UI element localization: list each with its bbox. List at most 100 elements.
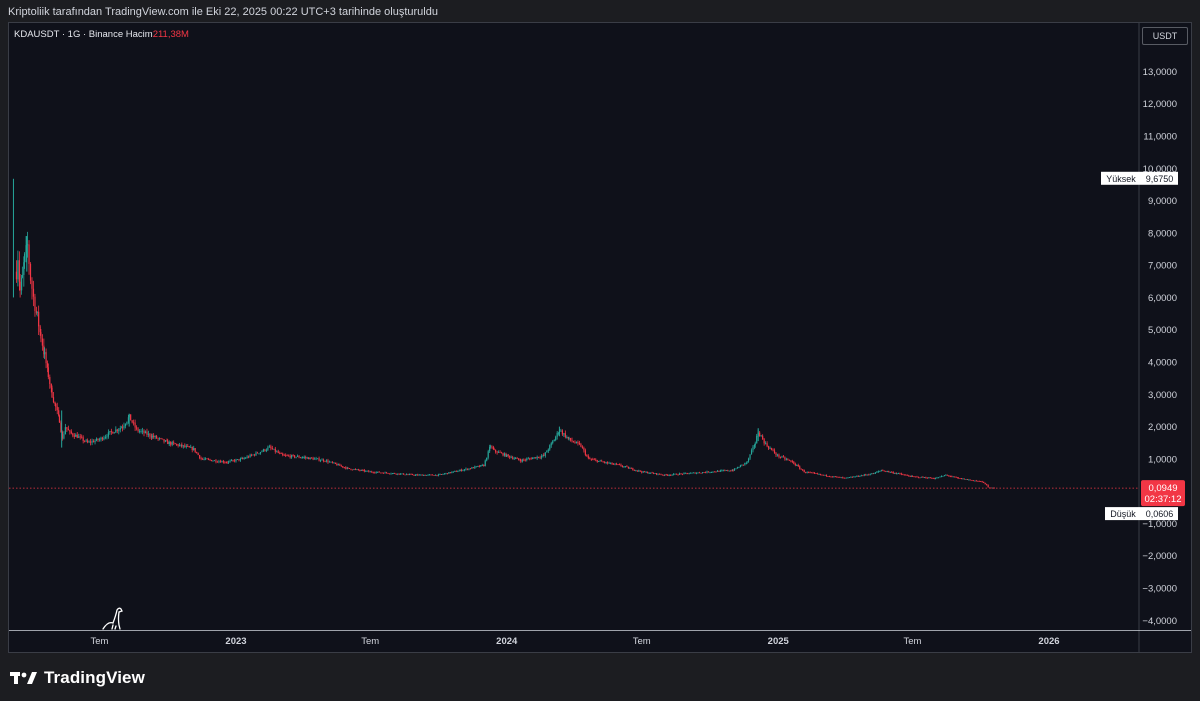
- candle-body: [123, 426, 125, 428]
- candle-body: [475, 466, 477, 468]
- candle-body: [917, 476, 920, 478]
- candle-body: [411, 474, 414, 475]
- candle-body: [112, 431, 114, 434]
- candle-body: [589, 458, 591, 459]
- candle-body: [351, 469, 354, 471]
- candle-body: [592, 459, 594, 461]
- symbol-info[interactable]: KDAUSDT · 1G · Binance: [14, 29, 124, 40]
- candle-body: [206, 458, 208, 460]
- candle-body: [788, 459, 790, 461]
- candle-body: [43, 345, 45, 355]
- candle-body: [568, 438, 570, 439]
- candle-body: [381, 472, 383, 474]
- candle-body: [596, 460, 598, 462]
- candle-body: [844, 477, 846, 479]
- candle-body: [383, 472, 385, 474]
- candle-body: [971, 479, 973, 481]
- candle-body: [336, 463, 338, 466]
- candle-body: [302, 457, 304, 459]
- y-tick-label: 7,0000: [1148, 261, 1177, 272]
- candle-body: [343, 467, 345, 469]
- y-tick-label: −1,0000: [1142, 519, 1177, 530]
- candle-body: [614, 463, 616, 465]
- candle-body: [945, 474, 947, 476]
- candle-body: [417, 474, 419, 476]
- candle-body: [279, 452, 281, 454]
- candle-body: [209, 459, 211, 461]
- candle-body: [905, 474, 907, 476]
- candle-body: [793, 461, 795, 464]
- candle-body: [392, 473, 394, 474]
- candle-countdown-text: 02:37:12: [1145, 494, 1182, 505]
- candle-body: [270, 446, 272, 449]
- candle-body: [277, 451, 279, 453]
- candle-body: [797, 464, 799, 467]
- candle-body: [527, 458, 529, 460]
- candle-body: [106, 436, 108, 438]
- candle-body: [433, 475, 435, 476]
- candle-body: [280, 453, 282, 454]
- currency-button[interactable]: USDT: [1142, 27, 1188, 45]
- candle-body: [115, 429, 117, 433]
- candle-body: [499, 451, 501, 453]
- candle-body: [736, 467, 739, 469]
- symbol-legend[interactable]: KDAUSDT · 1G · Binance Hacim211,38M: [14, 29, 189, 40]
- candle-body: [330, 461, 332, 463]
- candle-body: [101, 437, 104, 440]
- candle-body: [962, 478, 964, 480]
- candle-body: [836, 476, 838, 478]
- candle-body: [974, 480, 976, 482]
- high-label-box: [1101, 171, 1141, 185]
- candle-body: [802, 469, 804, 471]
- candle-body: [212, 460, 214, 462]
- candle-body: [271, 448, 273, 450]
- candle-body: [291, 455, 293, 458]
- candle-body: [299, 457, 302, 459]
- candle-body: [532, 457, 534, 460]
- candle-body: [190, 447, 192, 448]
- candle-body: [632, 468, 634, 470]
- candle-body: [127, 417, 130, 422]
- candle-body: [51, 387, 53, 398]
- candle-body: [404, 474, 406, 476]
- candle-body: [830, 476, 832, 478]
- candle-body: [939, 476, 941, 478]
- candle-body: [900, 473, 902, 475]
- candle-body: [889, 471, 891, 473]
- candle-body: [602, 461, 604, 463]
- candle-body: [693, 472, 695, 474]
- candle-body: [150, 436, 153, 438]
- x-tick-label: 2024: [496, 636, 518, 647]
- candle-body: [524, 459, 526, 461]
- candle-body: [665, 474, 667, 476]
- candle-body: [502, 453, 504, 456]
- candle-body: [184, 445, 186, 447]
- candle-body: [710, 472, 713, 473]
- candle-body: [553, 440, 555, 442]
- candle-body: [936, 477, 938, 479]
- candle-body: [56, 406, 58, 411]
- y-tick-label: 3,0000: [1148, 390, 1177, 401]
- candle-body: [960, 478, 963, 479]
- candle-body: [174, 443, 176, 445]
- candle-body: [651, 472, 653, 474]
- candle-body: [569, 438, 572, 441]
- candle-body: [73, 435, 75, 437]
- candle-body: [443, 473, 446, 475]
- y-tick-label: 9,0000: [1148, 196, 1177, 207]
- candle-body: [547, 449, 549, 452]
- candle-body: [153, 435, 155, 438]
- candle-body: [728, 470, 730, 472]
- candle-body: [578, 443, 581, 445]
- candle-body: [305, 457, 307, 458]
- candle-body: [827, 476, 829, 477]
- candle-body: [130, 414, 132, 421]
- candle-body: [759, 432, 761, 437]
- candle-body: [187, 446, 189, 447]
- candle-body: [256, 452, 259, 454]
- candle-body: [868, 474, 870, 476]
- candle-body: [157, 438, 159, 440]
- candle-body: [311, 457, 313, 459]
- candle-body: [137, 428, 139, 432]
